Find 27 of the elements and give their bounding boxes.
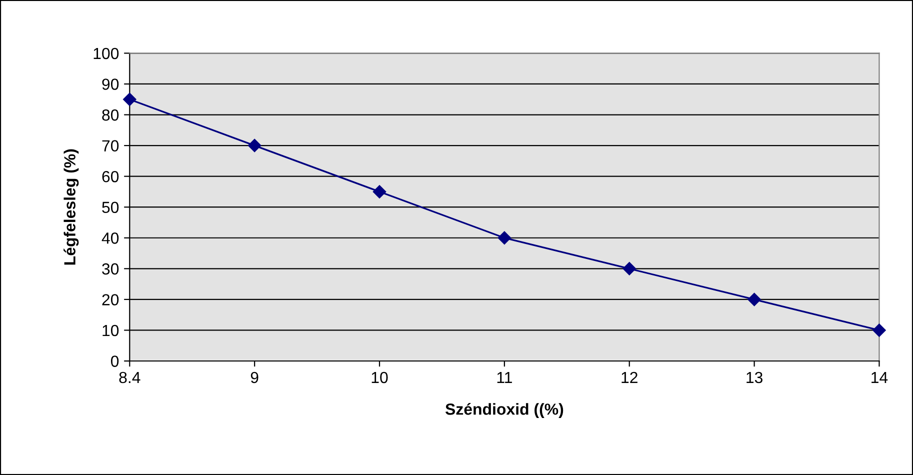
- y-tick-label: 90: [102, 78, 119, 90]
- point: [248, 138, 262, 152]
- point: [372, 185, 386, 198]
- y-tick-label: 60: [102, 170, 119, 182]
- y-tick-label: 100: [94, 48, 119, 60]
- x-tick-label: 12: [622, 372, 638, 383]
- point: [622, 262, 636, 276]
- y-tick-label: 40: [102, 232, 119, 244]
- x-tick-label: 10: [372, 372, 388, 384]
- y-tick-label: 10: [102, 324, 119, 336]
- y-tick-label: 30: [102, 263, 119, 275]
- x-axis-title: Széndioxid ((%): [445, 402, 564, 418]
- x-tick-label: 8.4: [119, 372, 140, 384]
- y-axis-title: Légfelesleg (%): [64, 149, 79, 265]
- point: [498, 231, 512, 244]
- y-tick-label: 70: [102, 140, 119, 152]
- y-tick-label: 0: [110, 356, 119, 367]
- point: [748, 292, 761, 306]
- x-tick-label: 9: [250, 372, 258, 384]
- x-tick-label: 14: [872, 372, 888, 383]
- x-tick-label: 11: [497, 372, 512, 383]
- y-tick-label: 50: [102, 202, 119, 214]
- point: [123, 92, 136, 106]
- point: [872, 324, 886, 337]
- y-tick-label: 20: [102, 294, 119, 306]
- x-tick-label: 13: [746, 372, 762, 384]
- y-tick-label: 80: [102, 109, 119, 121]
